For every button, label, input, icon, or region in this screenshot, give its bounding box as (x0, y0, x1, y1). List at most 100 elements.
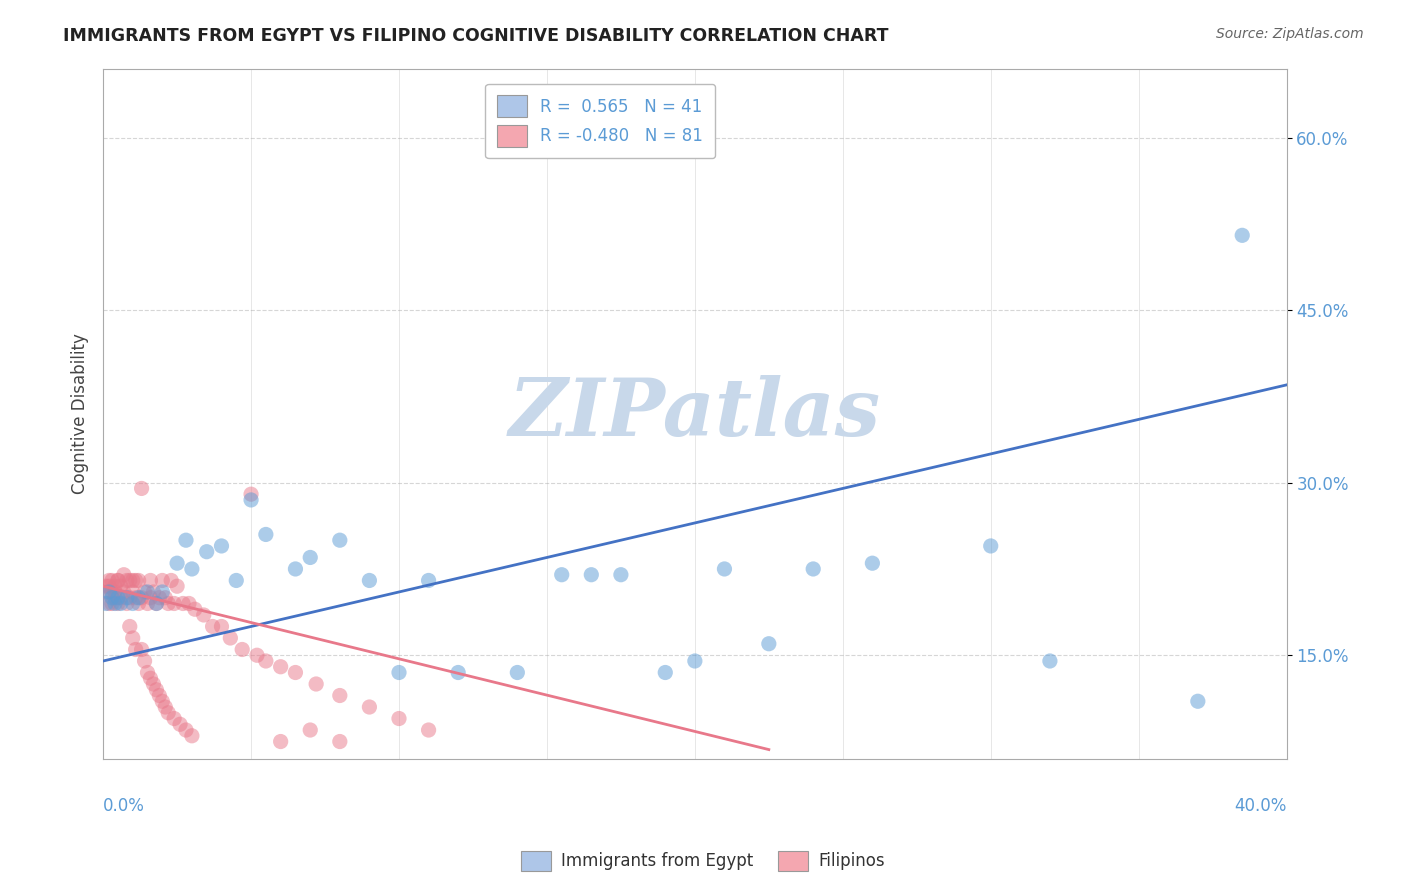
Point (299, 550, 322, 565)
Point (94, 597, 117, 611)
Point (388, 712, 411, 726)
Point (180, 562, 202, 576)
Point (115, 591, 138, 605)
Point (211, 539, 233, 553)
Point (139, 574, 162, 588)
Point (155, 700, 177, 714)
Point (193, 607, 215, 622)
Point (118, 591, 141, 605)
Point (101, 597, 124, 611)
Point (225, 574, 247, 588)
Point (388, 665, 411, 680)
Point (121, 574, 143, 588)
Point (284, 665, 307, 680)
Point (581, 567, 603, 582)
Point (155, 591, 177, 605)
Point (240, 492, 263, 507)
Y-axis label: Cognitive Disability: Cognitive Disability (72, 334, 89, 494)
Point (180, 729, 202, 743)
Point (654, 665, 676, 680)
Point (110, 591, 132, 605)
Point (231, 642, 253, 657)
Text: 40.0%: 40.0% (1234, 797, 1286, 814)
Point (418, 723, 440, 737)
Point (128, 591, 150, 605)
Point (148, 689, 170, 703)
Point (131, 642, 153, 657)
Point (131, 591, 153, 605)
Point (142, 585, 165, 599)
Legend: Immigrants from Egypt, Filipinos: Immigrants from Egypt, Filipinos (513, 842, 893, 880)
Point (107, 574, 129, 588)
Point (136, 585, 159, 599)
Point (131, 482, 153, 496)
Point (1187, 694, 1209, 708)
Text: IMMIGRANTS FROM EGYPT VS FILIPINO COGNITIVE DISABILITY CORRELATION CHART: IMMIGRANTS FROM EGYPT VS FILIPINO COGNIT… (63, 27, 889, 45)
Point (329, 734, 352, 748)
Point (98, 574, 121, 588)
Point (107, 591, 129, 605)
Point (713, 562, 735, 576)
Point (94, 585, 117, 599)
Point (128, 597, 150, 611)
Point (246, 648, 269, 663)
Point (177, 597, 200, 611)
Point (115, 597, 138, 611)
Point (112, 567, 135, 582)
Point (169, 717, 191, 731)
Point (160, 574, 183, 588)
Point (270, 659, 292, 673)
Point (758, 637, 780, 651)
Point (115, 574, 138, 588)
Point (150, 585, 173, 599)
Point (163, 712, 186, 726)
Point (142, 677, 165, 691)
Point (683, 654, 706, 668)
Point (101, 591, 124, 605)
Point (134, 654, 156, 668)
Point (240, 487, 263, 501)
Point (98, 579, 121, 593)
Point (107, 597, 129, 611)
Point (94, 579, 117, 593)
Point (359, 574, 381, 588)
Point (329, 689, 352, 703)
Point (1232, 228, 1254, 243)
Point (150, 694, 173, 708)
Point (136, 665, 159, 680)
Point (163, 597, 186, 611)
Point (104, 579, 127, 593)
Point (174, 533, 197, 548)
Point (359, 700, 381, 714)
Point (145, 597, 167, 611)
Point (110, 597, 132, 611)
Point (801, 562, 824, 576)
Point (101, 585, 124, 599)
Point (418, 574, 440, 588)
Text: ZIPatlas: ZIPatlas (509, 375, 882, 452)
Point (136, 597, 159, 611)
Point (148, 591, 170, 605)
Point (172, 597, 194, 611)
Point (284, 562, 307, 576)
Point (1039, 654, 1062, 668)
Point (299, 723, 322, 737)
Point (124, 591, 146, 605)
Point (201, 619, 224, 633)
Point (121, 631, 143, 645)
Point (139, 671, 162, 685)
Point (98, 597, 121, 611)
Point (121, 597, 143, 611)
Point (134, 585, 156, 599)
Text: Source: ZipAtlas.com: Source: ZipAtlas.com (1216, 27, 1364, 41)
Point (124, 642, 146, 657)
Point (980, 539, 1002, 553)
Point (145, 597, 167, 611)
Point (104, 585, 127, 599)
Point (98, 585, 121, 599)
Point (174, 723, 197, 737)
Point (121, 585, 143, 599)
Point (447, 665, 470, 680)
Point (112, 585, 135, 599)
Point (128, 574, 150, 588)
